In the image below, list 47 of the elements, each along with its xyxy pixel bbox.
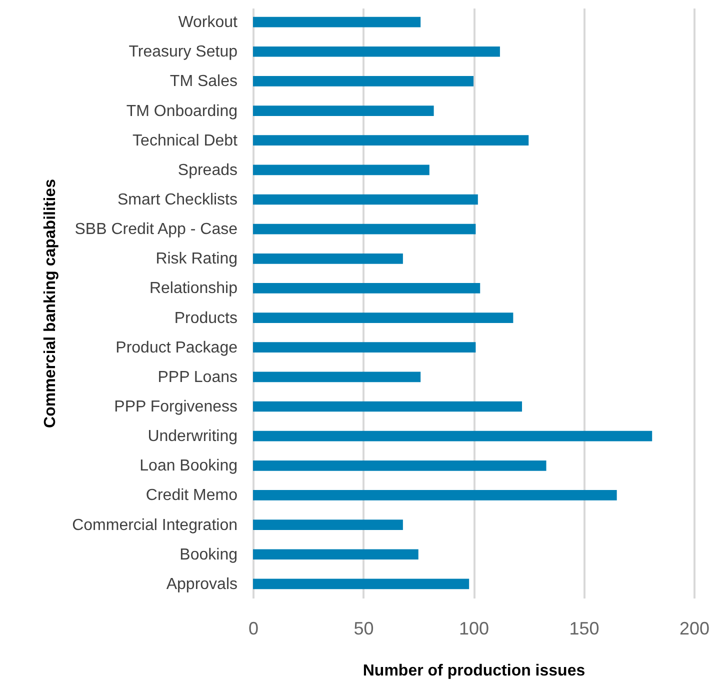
bar [253,16,421,28]
bar [253,342,476,353]
y-tick-label: SBB Credit App - Case [74,221,238,238]
bar [253,460,546,471]
y-tick-label: Approvals [166,576,238,593]
y-tick-label: TM Onboarding [126,102,238,120]
bar [253,578,470,590]
y-tick-label: Commercial Integration [72,516,238,534]
y-tick-label: PPP Loans [158,368,238,386]
y-tick-label: Smart Checklists [117,191,238,208]
y-tick-label: Booking [180,546,238,564]
y-tick-label: TM Sales [170,73,238,90]
y-tick-label: Products [174,310,238,327]
bar [253,135,529,146]
y-tick-label: Treasury Setup [128,44,238,61]
x-tick-label: 150 [569,618,600,638]
y-tick-label: Credit Memo [146,487,238,504]
y-tick-label: Workout [178,14,238,32]
y-tick-label: Underwriting [148,428,238,446]
y-tick-label: Technical Debt [132,132,238,150]
bar [253,401,522,412]
x-tick-label: 50 [354,618,374,638]
bar [253,312,514,323]
y-tick-label: Risk Rating [156,250,238,268]
x-axis-title: Number of production issues [362,662,586,680]
y-axis-title: Commercial banking capabilities [42,178,60,428]
bar [253,549,418,560]
y-tick-label: PPP Forgiveness [114,398,238,416]
y-tick-label: Loan Booking [140,458,238,475]
y-tick-label: Spreads [178,162,238,179]
x-tick-label: 0 [248,618,259,638]
bar [253,224,476,234]
bar [253,194,478,205]
bar [253,46,500,57]
y-tick-label: Relationship [149,280,238,298]
y-tick-label: Product Package [116,339,238,356]
bar [253,372,421,382]
bar [253,283,480,294]
bar [253,490,617,500]
bar [253,253,403,264]
x-tick-label: 200 [679,618,710,638]
bar [253,430,652,442]
bar [253,106,434,116]
bar [253,164,430,176]
x-tick-label: 100 [458,618,490,638]
bar [253,520,403,530]
bar [253,76,474,86]
